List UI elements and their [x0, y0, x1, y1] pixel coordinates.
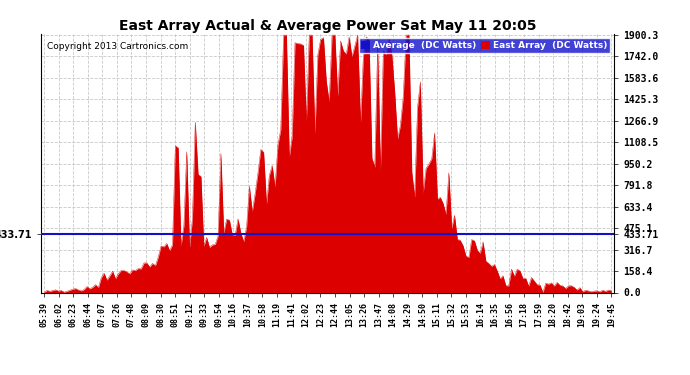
Text: Copyright 2013 Cartronics.com: Copyright 2013 Cartronics.com	[47, 42, 188, 51]
Legend: Average  (DC Watts), East Array  (DC Watts): Average (DC Watts), East Array (DC Watts…	[359, 38, 609, 53]
Title: East Array Actual & Average Power Sat May 11 20:05: East Array Actual & Average Power Sat Ma…	[119, 19, 537, 33]
